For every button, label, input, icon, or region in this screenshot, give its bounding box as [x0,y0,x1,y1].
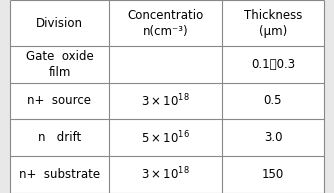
Text: n+  substrate: n+ substrate [19,168,100,181]
Text: n+  source: n+ source [27,94,92,107]
Text: 0.5: 0.5 [264,94,282,107]
Text: $3\times10^{18}$: $3\times10^{18}$ [141,92,190,109]
Text: n   drift: n drift [38,131,81,144]
Text: Thickness
(μm): Thickness (μm) [244,9,302,38]
Text: 3.0: 3.0 [264,131,282,144]
Text: 150: 150 [262,168,284,181]
Text: Concentratio
n(cm⁻³): Concentratio n(cm⁻³) [127,9,203,38]
Text: Division: Division [36,17,83,30]
Text: $3\times10^{18}$: $3\times10^{18}$ [141,166,190,183]
Text: 0.1～0.3: 0.1～0.3 [251,58,295,71]
Text: $5\times10^{16}$: $5\times10^{16}$ [141,129,190,146]
Text: Gate  oxide
film: Gate oxide film [26,50,93,79]
